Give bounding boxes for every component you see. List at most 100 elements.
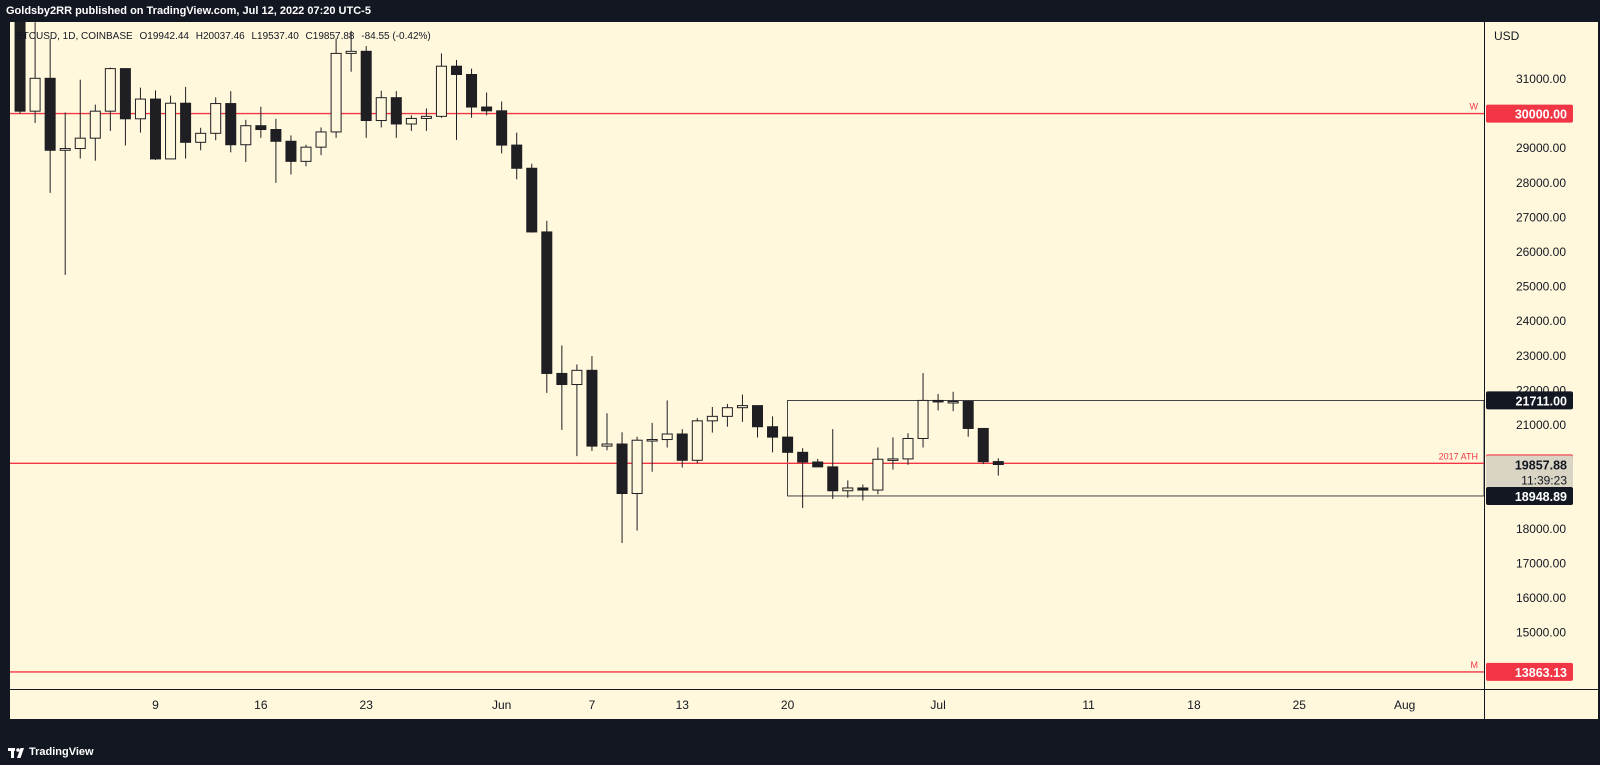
candle-body bbox=[496, 110, 508, 146]
price-tick-label: 27000.00 bbox=[1516, 210, 1566, 224]
candle-body bbox=[345, 50, 357, 54]
time-tick-label: 9 bbox=[152, 698, 159, 712]
candle bbox=[481, 92, 493, 116]
candle-body bbox=[165, 102, 177, 160]
price-tick-label: 26000.00 bbox=[1516, 245, 1566, 259]
price-tick-label: 16000.00 bbox=[1516, 591, 1566, 605]
candle bbox=[586, 356, 598, 451]
candle-body bbox=[315, 131, 327, 148]
candle-body bbox=[285, 140, 297, 162]
candle bbox=[315, 127, 327, 156]
candle bbox=[165, 95, 177, 160]
price-label-box bbox=[1486, 391, 1573, 410]
horizontal-levels: W 2017 ATH M bbox=[10, 102, 1484, 673]
candle-body bbox=[435, 65, 447, 117]
candle bbox=[541, 220, 553, 393]
candle bbox=[616, 432, 628, 543]
candle-body bbox=[782, 436, 794, 453]
price-label-box bbox=[1486, 662, 1573, 681]
candle-body bbox=[616, 443, 628, 495]
tradingview-brand[interactable]: TradingView bbox=[8, 740, 94, 765]
candle bbox=[420, 108, 432, 131]
candle bbox=[571, 364, 583, 457]
price-label-box bbox=[1486, 104, 1573, 123]
candle bbox=[962, 400, 974, 437]
price-label: 18948.89 bbox=[1515, 490, 1567, 504]
candle-body bbox=[29, 77, 41, 112]
price-tick-label: 23000.00 bbox=[1516, 349, 1566, 363]
candle-body bbox=[119, 68, 131, 120]
candle-body bbox=[691, 420, 703, 461]
publisher-header: Goldsby2RR published on TradingView.com,… bbox=[0, 0, 1600, 22]
candle bbox=[435, 53, 447, 118]
candle bbox=[872, 447, 884, 495]
candle-body bbox=[932, 399, 944, 403]
candle-body bbox=[451, 65, 462, 76]
candle-body bbox=[721, 407, 733, 417]
candle-body bbox=[44, 77, 56, 151]
candle-body bbox=[601, 443, 613, 447]
price-tick-label: 29000.00 bbox=[1516, 141, 1566, 155]
candle bbox=[827, 429, 839, 500]
candle bbox=[992, 458, 1004, 476]
candle bbox=[89, 104, 101, 161]
time-tick-label: Jun bbox=[492, 698, 511, 712]
time-axis-area[interactable] bbox=[10, 689, 1598, 719]
candle-body bbox=[195, 132, 207, 143]
candle-body bbox=[872, 458, 884, 491]
time-tick-label: 11 bbox=[1082, 698, 1095, 712]
candle bbox=[44, 38, 56, 193]
candle-body bbox=[390, 97, 402, 125]
candle-body bbox=[556, 372, 568, 386]
candle bbox=[706, 407, 718, 433]
candle-body bbox=[511, 144, 523, 169]
candle bbox=[210, 97, 222, 141]
candle bbox=[119, 68, 131, 146]
price-tick-label: 24000.00 bbox=[1516, 314, 1566, 328]
price-tick-label: 15000.00 bbox=[1516, 626, 1566, 640]
legend-change: -84.55 (-0.42%) bbox=[361, 31, 430, 42]
candle bbox=[390, 91, 402, 138]
candle bbox=[180, 86, 192, 159]
candle bbox=[812, 458, 824, 468]
plot-area[interactable] bbox=[10, 22, 1484, 689]
candle-body bbox=[481, 106, 493, 112]
candle-body bbox=[977, 427, 989, 463]
candle-body bbox=[59, 148, 71, 151]
candle bbox=[104, 67, 116, 131]
candle bbox=[466, 68, 478, 118]
candle-body bbox=[646, 439, 658, 442]
candle-body bbox=[270, 129, 282, 142]
candle bbox=[932, 393, 944, 411]
candle bbox=[977, 427, 989, 465]
price-label: 19857.88 bbox=[1515, 459, 1567, 473]
candle bbox=[375, 90, 387, 128]
candle-body bbox=[420, 115, 432, 119]
candle bbox=[300, 144, 312, 167]
price-axis-area[interactable] bbox=[1484, 22, 1598, 689]
price-chart[interactable]: W 2017 ATH M USD 31000.00 30000.00 29000.00 2… bbox=[10, 22, 1600, 740]
candle bbox=[451, 59, 462, 140]
price-tick-label: 18000.00 bbox=[1516, 522, 1566, 536]
footer-bar: TradingView bbox=[0, 740, 1600, 765]
price-tick-label: 17000.00 bbox=[1516, 556, 1566, 570]
price-label: 13863.13 bbox=[1515, 666, 1567, 680]
candle-body bbox=[210, 103, 222, 134]
candle bbox=[59, 112, 71, 275]
candle-body bbox=[661, 433, 673, 441]
legend-close: C19857.88 bbox=[306, 31, 355, 42]
candle bbox=[150, 90, 161, 160]
candle-body bbox=[586, 369, 598, 447]
candle-body bbox=[330, 52, 342, 133]
candle-body bbox=[74, 137, 86, 150]
candle bbox=[767, 416, 779, 453]
candle-body bbox=[947, 400, 959, 404]
candle bbox=[270, 118, 282, 183]
candle-body bbox=[571, 369, 583, 386]
candle bbox=[285, 135, 297, 175]
price-axis: USD 31000.00 30000.00 29000.00 28000.00 2700… bbox=[1494, 29, 1566, 640]
time-tick-label: Aug bbox=[1394, 698, 1415, 712]
candle bbox=[887, 437, 899, 470]
candle-body bbox=[706, 415, 718, 422]
candle-body bbox=[180, 102, 192, 143]
